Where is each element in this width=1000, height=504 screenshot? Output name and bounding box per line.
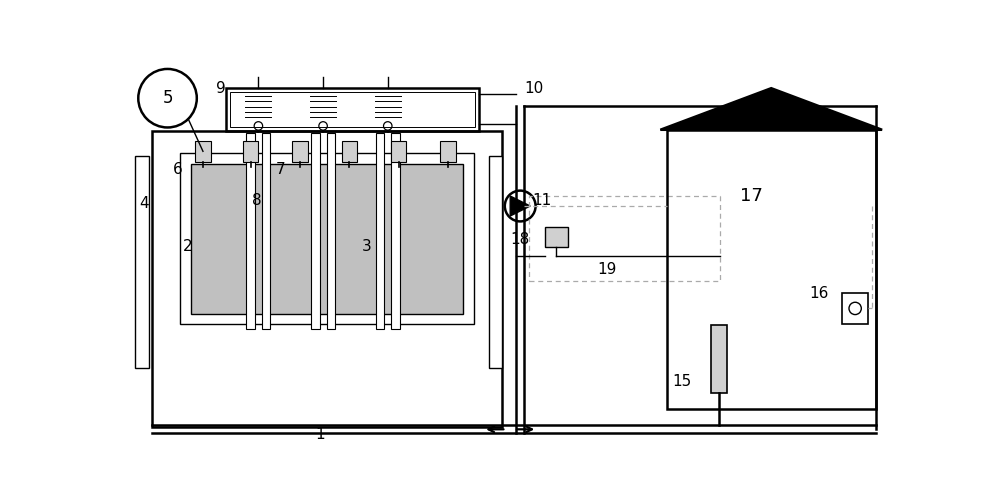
- Bar: [226, 88, 479, 131]
- Bar: [152, 131, 502, 427]
- Bar: [666, 130, 876, 409]
- Bar: [246, 133, 255, 329]
- Bar: [262, 133, 270, 329]
- Bar: [376, 133, 384, 329]
- Bar: [529, 196, 720, 281]
- Text: 7: 7: [275, 162, 285, 177]
- Text: 8: 8: [252, 193, 262, 208]
- Bar: [135, 156, 149, 368]
- Text: 19: 19: [597, 262, 617, 277]
- Text: 4: 4: [139, 196, 149, 211]
- Bar: [842, 293, 868, 324]
- Text: 10: 10: [524, 81, 543, 96]
- Bar: [243, 141, 258, 162]
- Bar: [391, 133, 400, 329]
- Text: 16: 16: [809, 286, 828, 301]
- Text: 2: 2: [183, 239, 192, 255]
- Bar: [311, 133, 320, 329]
- Bar: [191, 164, 463, 314]
- Bar: [292, 141, 308, 162]
- Bar: [440, 141, 456, 162]
- Bar: [230, 92, 475, 127]
- Text: 11: 11: [533, 193, 552, 208]
- Text: 6: 6: [173, 162, 183, 177]
- Text: 17: 17: [740, 187, 763, 205]
- Bar: [489, 156, 502, 368]
- Text: 1: 1: [315, 427, 325, 443]
- Bar: [195, 141, 211, 162]
- Circle shape: [505, 191, 536, 221]
- Polygon shape: [510, 196, 530, 216]
- Text: 5: 5: [162, 89, 173, 107]
- Bar: [391, 141, 406, 162]
- Text: 3: 3: [361, 239, 371, 255]
- Bar: [342, 141, 357, 162]
- Bar: [327, 133, 335, 329]
- Text: 9: 9: [216, 81, 226, 96]
- Bar: [545, 227, 568, 247]
- Bar: [180, 153, 474, 324]
- Text: 15: 15: [672, 373, 691, 389]
- Bar: [711, 326, 727, 393]
- Text: 18: 18: [510, 232, 529, 246]
- Circle shape: [138, 69, 197, 128]
- Polygon shape: [660, 88, 882, 130]
